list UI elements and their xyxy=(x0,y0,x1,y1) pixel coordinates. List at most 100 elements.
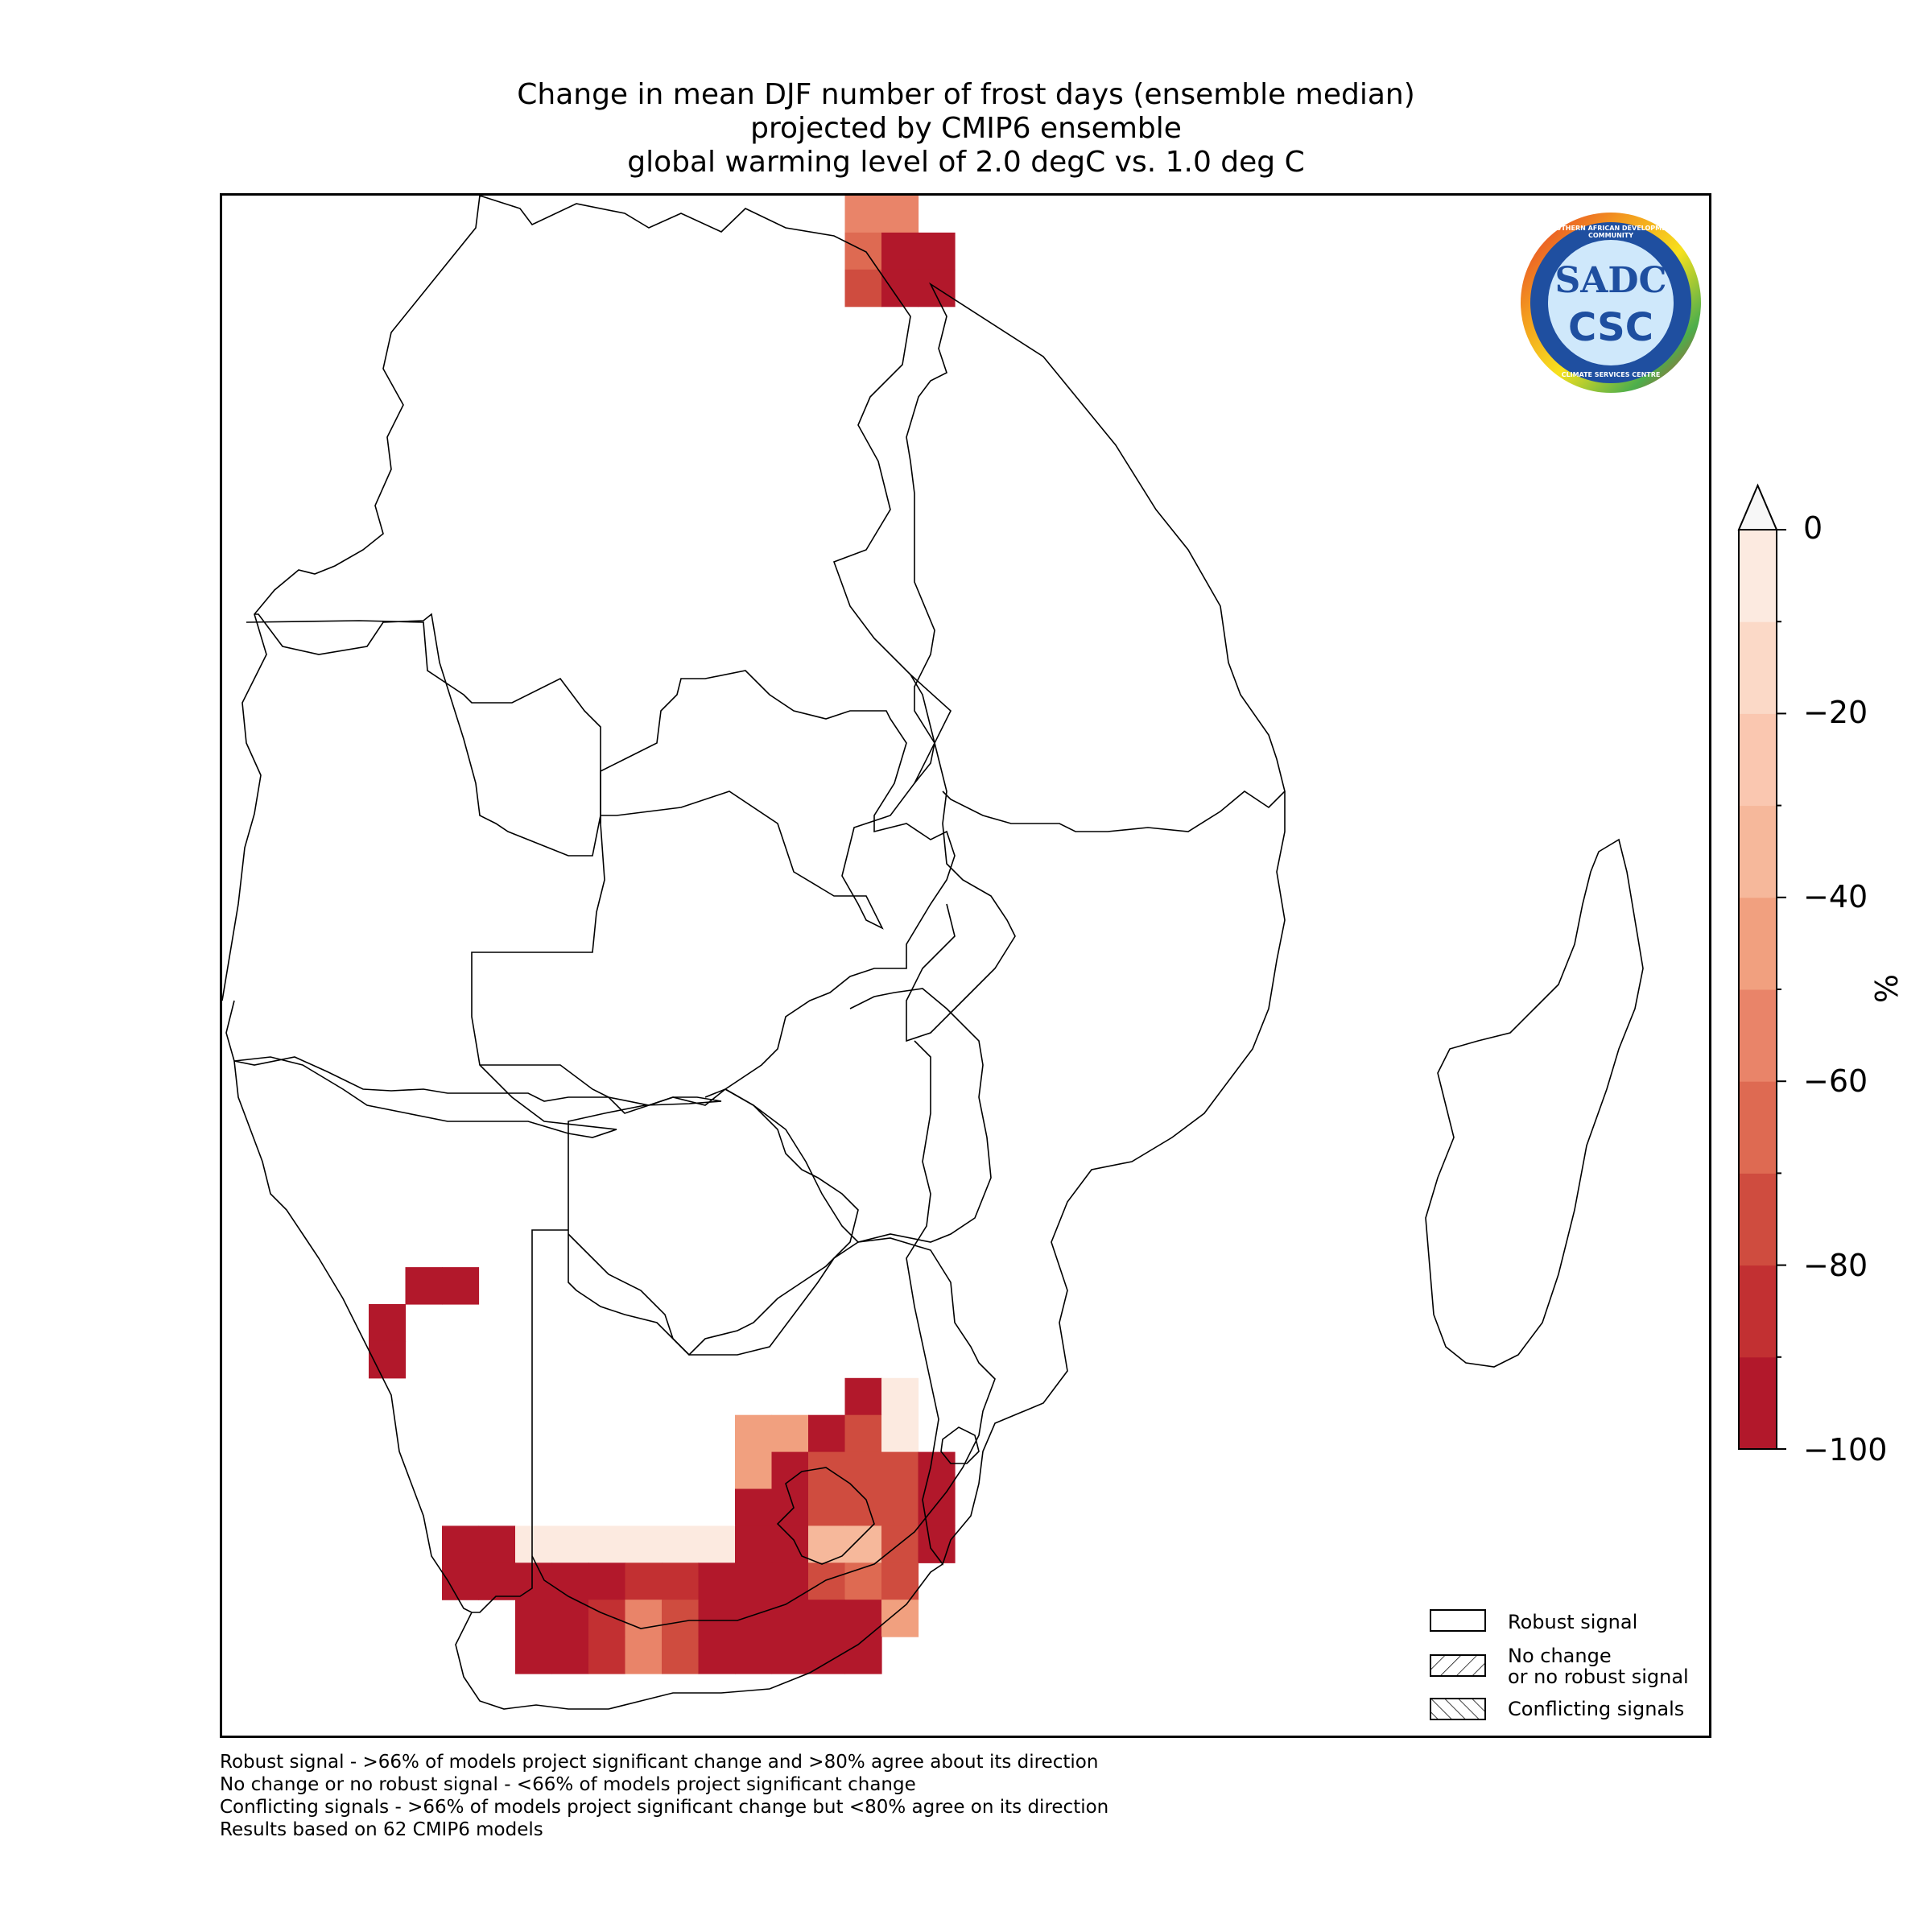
frost-change-cell xyxy=(771,1637,809,1674)
footnote-conflicting: Conflicting signals - >66% of models pro… xyxy=(220,1797,1109,1818)
logo-text-top: SOUTHERN AFRICAN DEVELOPMENT COMMUNITY xyxy=(1546,225,1676,239)
frost-change-cell xyxy=(588,1600,626,1637)
south-africa-border xyxy=(531,1234,996,1629)
frost-change-cell xyxy=(478,1525,516,1563)
frost-change-cell xyxy=(844,269,882,308)
frost-change-cell xyxy=(625,1563,663,1600)
colorbar-bin xyxy=(1739,989,1777,1082)
frost-change-cell xyxy=(515,1600,553,1637)
legend-swatch-conflicting xyxy=(1430,1698,1486,1720)
frost-change-cell xyxy=(735,1525,773,1563)
frost-change-cell xyxy=(698,1563,736,1600)
frost-change-cell xyxy=(735,1451,773,1490)
frost-change-grid-cells xyxy=(369,196,956,1674)
frost-change-cell xyxy=(844,1488,882,1526)
footnote-model-count: Results based on 62 CMIP6 models xyxy=(220,1819,543,1840)
frost-change-cell xyxy=(844,1451,882,1490)
legend-label-no-change-line-2: or no robust signal xyxy=(1508,1666,1689,1688)
tanzania-border xyxy=(906,282,1286,832)
frost-change-cell xyxy=(662,1525,700,1563)
colorbar-bin xyxy=(1739,1173,1777,1266)
frost-change-cell xyxy=(881,1414,919,1453)
map-title-line-3: global warming level of 2.0 degC vs. 1.0… xyxy=(627,146,1305,179)
colorbar-bin xyxy=(1739,1356,1777,1450)
colorbar-tick-0: 0 xyxy=(1803,510,1823,546)
legend-label-no-change-line-1: No change xyxy=(1508,1645,1612,1667)
frost-change-cell xyxy=(551,1600,589,1637)
frost-change-cell xyxy=(881,1377,919,1416)
frost-change-cell xyxy=(844,196,882,233)
map-title-line-1: Change in mean DJF number of frost days … xyxy=(517,78,1415,111)
colorbar-bin xyxy=(1739,805,1777,898)
frost-change-cell xyxy=(698,1600,736,1637)
namibia-border xyxy=(233,1056,722,1613)
frost-change-cell xyxy=(369,1340,407,1379)
frost-change-cell xyxy=(881,1600,919,1637)
colorbar-bin xyxy=(1739,621,1777,714)
map-title-line-2: projected by CMIP6 ensemble xyxy=(750,112,1182,145)
frost-change-cell xyxy=(369,1304,407,1342)
frost-change-cell xyxy=(588,1637,626,1674)
legend-swatch-robust xyxy=(1430,1609,1486,1632)
colorbar-tick-100: −100 xyxy=(1803,1432,1888,1468)
frost-change-cell xyxy=(662,1600,700,1637)
frost-change-cell xyxy=(478,1563,516,1600)
map-canvas xyxy=(222,196,1644,1710)
footnote-robust: Robust signal - >66% of models project s… xyxy=(220,1752,1099,1773)
colorbar-tick-80: −80 xyxy=(1803,1248,1868,1283)
frost-change-cell xyxy=(844,1637,882,1674)
frost-change-cell xyxy=(625,1600,663,1637)
frost-change-cell xyxy=(881,1563,919,1600)
footnote-no-change: No change or no robust signal - <66% of … xyxy=(220,1774,916,1795)
south-africa-coast xyxy=(455,1563,943,1710)
map-panel: SADC CSC SOUTHERN AFRICAN DEVELOPMENT CO… xyxy=(220,193,1711,1738)
frost-change-cell xyxy=(881,1488,919,1526)
frost-change-cell xyxy=(808,1451,846,1490)
mozambique-border xyxy=(906,791,1286,1566)
colorbar-tick-40: −40 xyxy=(1803,879,1868,914)
frost-change-cell xyxy=(808,1488,846,1526)
frost-change-cell xyxy=(735,1637,773,1674)
country-borders xyxy=(222,196,1644,1710)
frost-change-cell xyxy=(625,1637,663,1674)
frost-change-cell xyxy=(662,1563,700,1600)
drc-border xyxy=(222,196,952,1001)
logo-initials-bottom: CSC xyxy=(1568,305,1653,350)
frost-change-cell xyxy=(844,1600,882,1637)
frost-change-cell xyxy=(771,1525,809,1563)
colorbar-bin xyxy=(1739,713,1777,807)
botswana-border xyxy=(568,1088,859,1356)
colorbar-scale xyxy=(1737,483,1786,1450)
frost-change-cell xyxy=(844,1414,882,1453)
lesotho-border xyxy=(776,1467,875,1565)
frost-change-cell xyxy=(918,1451,956,1490)
colorbar-bin xyxy=(1739,1265,1777,1358)
frost-change-cell xyxy=(844,1563,882,1600)
colorbar-bin xyxy=(1739,897,1777,990)
frost-change-cell xyxy=(551,1563,589,1600)
frost-change-cell xyxy=(881,1451,919,1490)
legend-swatch-no-change xyxy=(1430,1654,1486,1677)
frost-change-cell xyxy=(442,1525,480,1563)
logo-text-bottom: CLIMATE SERVICES CENTRE xyxy=(1561,371,1661,378)
frost-change-cell xyxy=(735,1600,773,1637)
frost-change-cell xyxy=(771,1414,809,1453)
legend-label-robust: Robust signal xyxy=(1508,1611,1638,1633)
sadc-csc-logo: SADC CSC SOUTHERN AFRICAN DEVELOPMENT CO… xyxy=(1518,210,1703,395)
frost-change-cell xyxy=(808,1414,846,1453)
frost-change-cell xyxy=(735,1414,773,1453)
colorbar-extend-arrow xyxy=(1737,483,1778,530)
madagascar-outline xyxy=(1425,838,1644,1368)
frost-change-cell xyxy=(588,1563,626,1600)
frost-change-cell xyxy=(588,1525,626,1563)
malawi-border xyxy=(906,674,1016,1042)
eswatini-border xyxy=(940,1426,980,1464)
frost-change-cell xyxy=(735,1563,773,1600)
frost-change-cell xyxy=(844,1525,882,1563)
frost-change-cell xyxy=(844,1377,882,1416)
frost-change-cell xyxy=(551,1525,589,1563)
frost-change-cell xyxy=(442,1267,480,1305)
colorbar-unit-label: % xyxy=(1868,974,1903,1004)
frost-change-cell xyxy=(515,1637,553,1674)
frost-change-cell xyxy=(625,1525,663,1563)
